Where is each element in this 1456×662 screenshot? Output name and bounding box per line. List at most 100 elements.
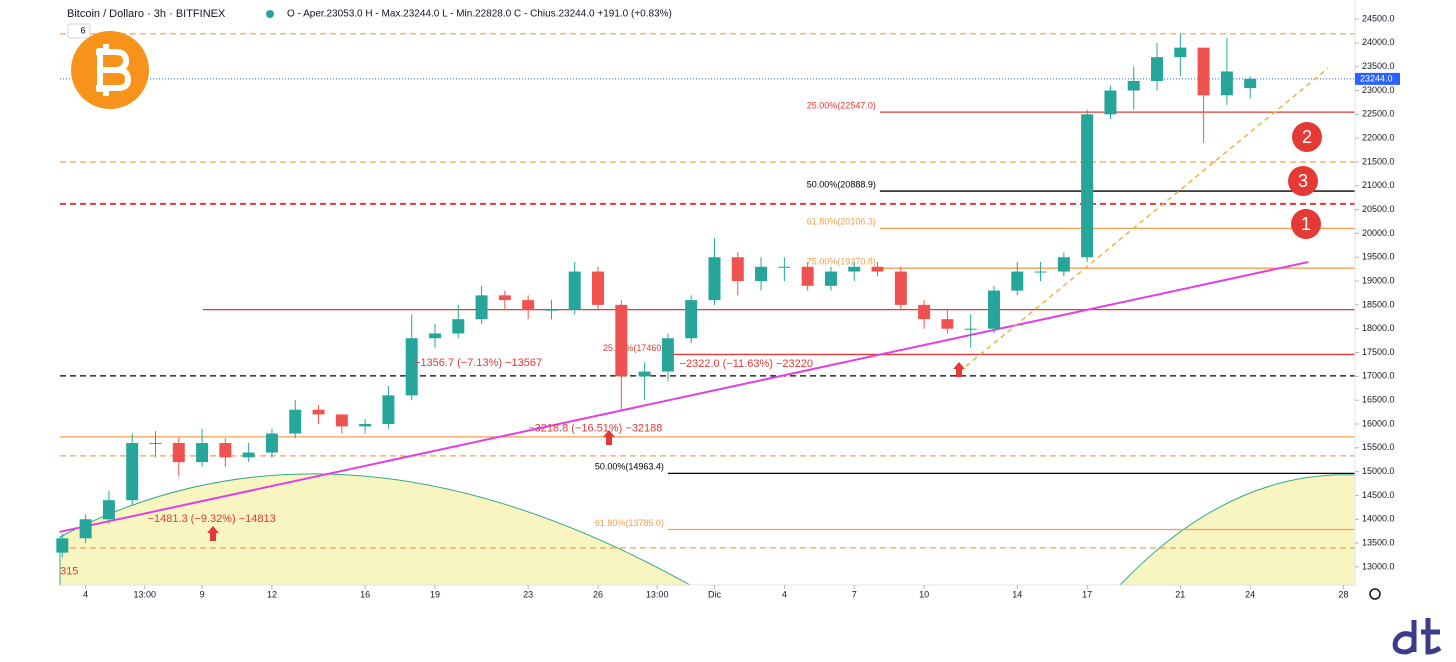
candle-body [382, 395, 395, 424]
candle-body [242, 452, 255, 458]
candle-body [1244, 78, 1257, 88]
measurement-label: −1356.7 (−7.13%) −13567 [414, 357, 542, 369]
y-tick-label: 20500.0 [1362, 204, 1395, 214]
x-tick-label: 4 [83, 589, 88, 599]
measurement-label: −2322.0 (−11.63%) −23220 [680, 358, 813, 370]
logo-glyph [96, 44, 132, 96]
badge[interactable] [67, 23, 91, 39]
gear[interactable] [1369, 588, 1381, 600]
x-tick-label: 7 [852, 589, 857, 599]
candle-body [56, 538, 69, 553]
y-tick-label: 17000.0 [1362, 371, 1395, 381]
candle-body [405, 338, 418, 396]
y-tick-label: 14000.0 [1362, 514, 1395, 524]
fib-label: 50.00%(14963.4) [595, 462, 664, 472]
candle-body [149, 443, 162, 445]
candle-body [126, 443, 139, 501]
candle-body [848, 266, 861, 272]
brand-t [1421, 618, 1442, 655]
x-tick-label: 9 [200, 589, 205, 599]
measurement-label: −3218.8 (−16.51%) −32188 [528, 423, 662, 435]
candle-body [79, 519, 92, 539]
candle-body [1104, 90, 1117, 115]
badge-text: 6 [80, 25, 85, 35]
y-tick-label: 21500.0 [1362, 156, 1395, 166]
x-tick-label: 13:00 [134, 589, 157, 599]
candle-body [1057, 257, 1070, 272]
candle-body [1127, 80, 1140, 91]
y-tick-label: 23000.0 [1362, 85, 1395, 95]
x-tick-label: 17 [1082, 589, 1092, 599]
trendline [59, 260, 1309, 533]
x-tick-label: 16 [360, 589, 370, 599]
candle-body [1081, 114, 1094, 258]
x-tick-label: 26 [593, 589, 603, 599]
measurement-label: 315 [60, 566, 78, 578]
candle-body [661, 338, 674, 372]
candle-body [941, 319, 954, 329]
y-tick-label: 23500.0 [1362, 61, 1395, 71]
candle-body [335, 414, 348, 427]
candle-body [755, 266, 768, 282]
y-tick-label: 15000.0 [1362, 466, 1395, 476]
trendline [958, 67, 1329, 373]
candle-body [592, 271, 605, 305]
candle-body [568, 271, 581, 310]
y-tick-label: 18500.0 [1362, 299, 1395, 309]
marker-circle [1288, 166, 1318, 196]
ohlc-text: O - Aper.23053.0 H - Max.23244.0 L - Min… [287, 9, 672, 20]
settings-icon[interactable] [1369, 588, 1381, 600]
status-dot [266, 10, 274, 18]
fib-label: 50.00%(20888.9) [807, 179, 876, 189]
candle-body [731, 257, 744, 282]
candle-body [615, 304, 628, 377]
y-tick-label: 17500.0 [1362, 347, 1395, 357]
brand-logo [1392, 618, 1442, 655]
candle-body [428, 333, 441, 339]
marker-label: 1 [1301, 214, 1311, 234]
fib-label: 61.80%(13785.0) [595, 518, 664, 528]
candle-body [964, 328, 977, 330]
x-tick-label: 23 [523, 589, 533, 599]
candle-body [1034, 271, 1047, 273]
candle-body [196, 443, 209, 463]
y-tick-label: 15500.0 [1362, 442, 1395, 452]
candle-body [102, 500, 115, 520]
last-price-box [1355, 72, 1400, 85]
x-tick-label: 12 [267, 589, 277, 599]
up-arrow [953, 362, 965, 377]
up-arrow [207, 526, 219, 541]
y-tick-label: 19500.0 [1362, 252, 1395, 262]
candle-body [475, 295, 488, 320]
candle-body [522, 300, 535, 310]
candle-body [638, 371, 651, 377]
candle-body [1197, 47, 1210, 96]
brand-d [1392, 620, 1417, 655]
x-tick-label: 28 [1338, 589, 1348, 599]
x-tick-label: 13:00 [646, 589, 669, 599]
fib-label: 25.00%(17460. [603, 343, 664, 353]
marker-label: 3 [1298, 171, 1308, 191]
y-tick-label: 18000.0 [1362, 323, 1395, 333]
candle-body [824, 271, 837, 286]
candle-body [778, 266, 791, 268]
measurement-label: −1481.3 (−9.32%) −14813 [148, 513, 276, 525]
candle-body [987, 290, 1000, 329]
candle-body [708, 257, 721, 301]
candle-body [359, 423, 372, 427]
candle-body [1174, 47, 1187, 58]
candle-body [871, 266, 884, 272]
x-tick-label: 21 [1175, 589, 1185, 599]
y-tick-label: 21000.0 [1362, 180, 1395, 190]
cycle-arc [59, 473, 692, 586]
y-tick-label: 13500.0 [1362, 537, 1395, 547]
arrow-markers [207, 362, 965, 541]
y-tick-label: 24500.0 [1362, 13, 1395, 23]
y-tick-label: 22000.0 [1362, 133, 1395, 143]
candle-body [289, 409, 302, 434]
y-tick-label: 22500.0 [1362, 109, 1395, 119]
candle-body [894, 271, 907, 305]
y-tick-label: 13000.0 [1362, 561, 1395, 571]
y-tick-label: 14500.0 [1362, 490, 1395, 500]
marker-label: 2 [1302, 127, 1312, 147]
